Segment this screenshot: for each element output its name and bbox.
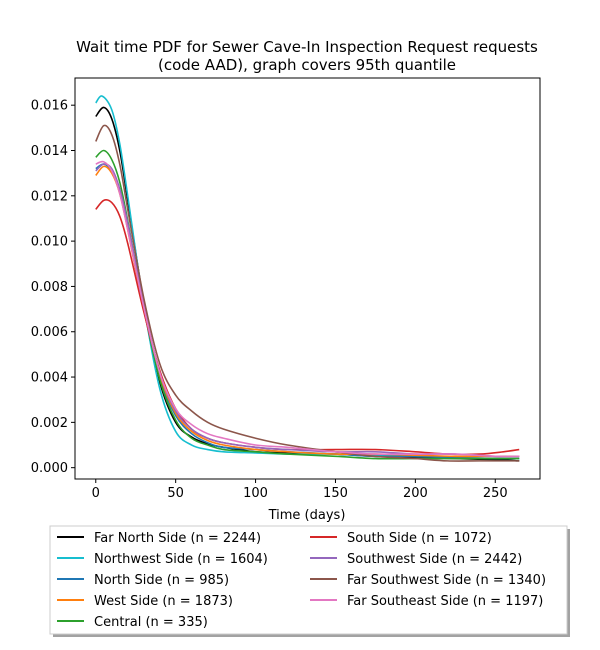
plot-frame xyxy=(74,77,541,480)
series-line-0 xyxy=(95,106,520,462)
y-tick-label: 0.008 xyxy=(31,280,68,295)
series-line-8 xyxy=(95,160,520,458)
y-tick-label: 0.004 xyxy=(31,371,68,386)
chart-title-line1: Wait time PDF for Sewer Cave-In Inspecti… xyxy=(76,38,538,56)
y-tick-label: 0.010 xyxy=(31,235,68,250)
y-tick-label: 0.012 xyxy=(31,189,68,204)
x-tick-label: 50 xyxy=(167,486,184,501)
x-tick-label: 200 xyxy=(403,486,428,501)
y-tick-label: 0.006 xyxy=(31,325,68,340)
x-axis: 0 50 100 150 200 250 xyxy=(92,479,508,501)
legend-label: South Side (n = 1072) xyxy=(347,531,492,546)
series-line-3 xyxy=(95,165,520,458)
series-line-6 xyxy=(95,163,520,458)
x-tick-label: 250 xyxy=(483,486,508,501)
legend-label: Central (n = 335) xyxy=(94,615,208,630)
x-axis-label: Time (days) xyxy=(268,508,346,523)
legend-label: North Side (n = 985) xyxy=(94,573,229,588)
legend-label: Far Southeast Side (n = 1197) xyxy=(347,594,543,609)
series-line-5 xyxy=(95,199,520,456)
chart-title-line2: (code AAD), graph covers 95th quantile xyxy=(158,56,456,74)
y-tick-label: 0.002 xyxy=(31,416,68,431)
y-tick-label: 0.000 xyxy=(31,461,68,476)
legend-box xyxy=(49,525,568,635)
series-line-2 xyxy=(95,163,520,460)
x-tick-label: 0 xyxy=(92,486,100,501)
legend-label: Far Southwest Side (n = 1340) xyxy=(347,573,546,588)
legend-label: Southwest Side (n = 2442) xyxy=(347,552,522,567)
plot-area xyxy=(95,95,520,462)
x-tick-label: 100 xyxy=(243,486,268,501)
legend: Far North Side (n = 2244) Northwest Side … xyxy=(49,525,570,637)
series-line-4 xyxy=(95,149,520,460)
y-axis: 0.000 0.002 0.004 0.006 0.008 0.010 0.012 0.014… xyxy=(31,99,75,476)
legend-label: West Side (n = 1873) xyxy=(94,594,233,609)
legend-label: Northwest Side (n = 1604) xyxy=(94,552,268,567)
series-line-7 xyxy=(95,124,520,462)
series-line-1 xyxy=(95,95,520,460)
y-tick-label: 0.016 xyxy=(31,99,68,114)
x-tick-label: 150 xyxy=(323,486,348,501)
y-tick-label: 0.014 xyxy=(31,144,68,159)
legend-label: Far North Side (n = 2244) xyxy=(94,531,261,546)
